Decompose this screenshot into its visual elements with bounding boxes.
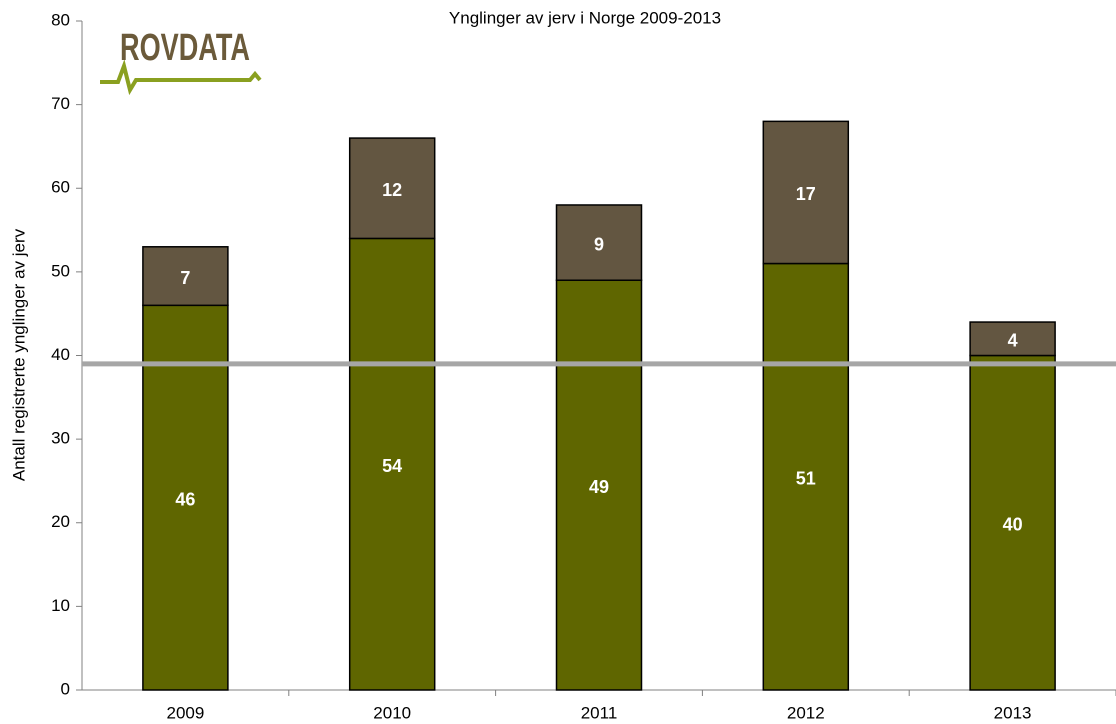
bar-segment xyxy=(348,237,436,691)
x-tick-label: 2009 xyxy=(166,703,204,722)
y-tick-label: 10 xyxy=(51,596,70,615)
y-axis-label: Antall registrerte ynglinger av jerv xyxy=(9,228,28,481)
value-label: 46 xyxy=(175,489,195,509)
y-tick-label: 80 xyxy=(51,10,70,29)
bar-segment xyxy=(142,304,229,691)
y-tick-label: 40 xyxy=(51,345,70,364)
bar-segment xyxy=(348,137,436,240)
y-tick-label: 60 xyxy=(51,178,70,197)
value-label: 51 xyxy=(796,469,816,489)
bar-segment xyxy=(762,120,850,265)
value-label: 9 xyxy=(594,234,604,254)
value-label: 54 xyxy=(382,456,402,476)
bar-segment xyxy=(142,246,229,307)
x-tick-label: 2010 xyxy=(373,703,411,722)
y-tick-label: 30 xyxy=(51,429,70,448)
y-tick-label: 70 xyxy=(51,94,70,113)
value-label: 4 xyxy=(1008,331,1018,351)
value-label: 49 xyxy=(589,477,609,497)
x-tick-label: 2011 xyxy=(581,703,618,722)
bar-segment xyxy=(555,204,643,281)
bar-segment xyxy=(969,321,1056,357)
y-tick-label: 0 xyxy=(61,679,70,698)
logo: ROVDATA xyxy=(100,27,262,96)
y-tick-label: 50 xyxy=(51,261,70,280)
logo-text: ROVDATA xyxy=(120,27,250,69)
bar-segment xyxy=(555,279,643,691)
chart-title: Ynglinger av jerv i Norge 2009-2013 xyxy=(449,8,721,27)
x-tick-label: 2012 xyxy=(787,703,825,722)
y-tick-label: 20 xyxy=(51,512,70,531)
value-label: 17 xyxy=(796,184,816,204)
x-tick-label: 2013 xyxy=(994,703,1032,722)
bar-segment xyxy=(969,354,1056,691)
value-label: 7 xyxy=(180,268,190,288)
value-label: 12 xyxy=(382,180,402,200)
logo-line xyxy=(100,59,262,96)
value-label: 40 xyxy=(1003,515,1023,535)
